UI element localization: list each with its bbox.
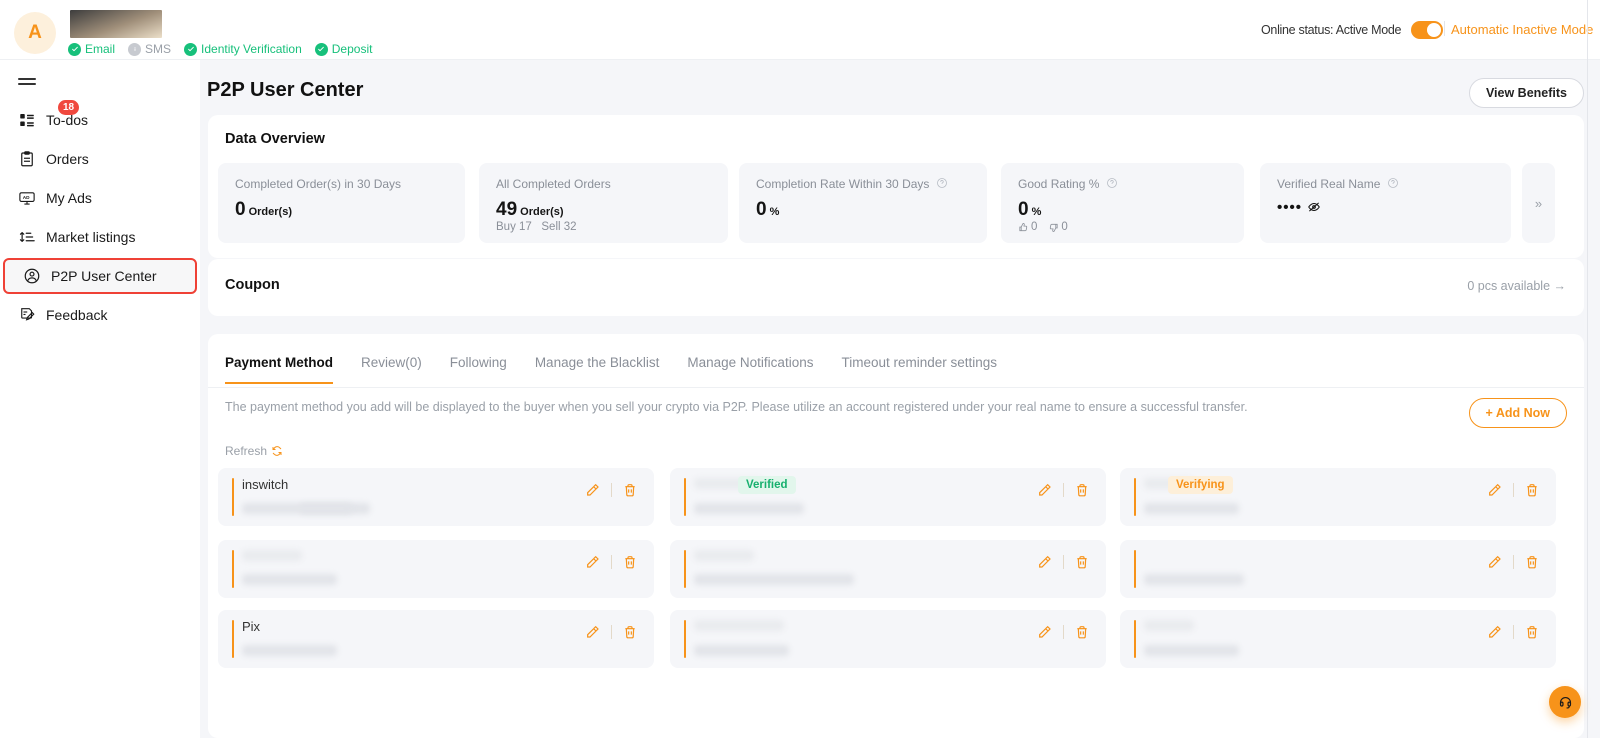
- svg-text:AD: AD: [23, 195, 30, 201]
